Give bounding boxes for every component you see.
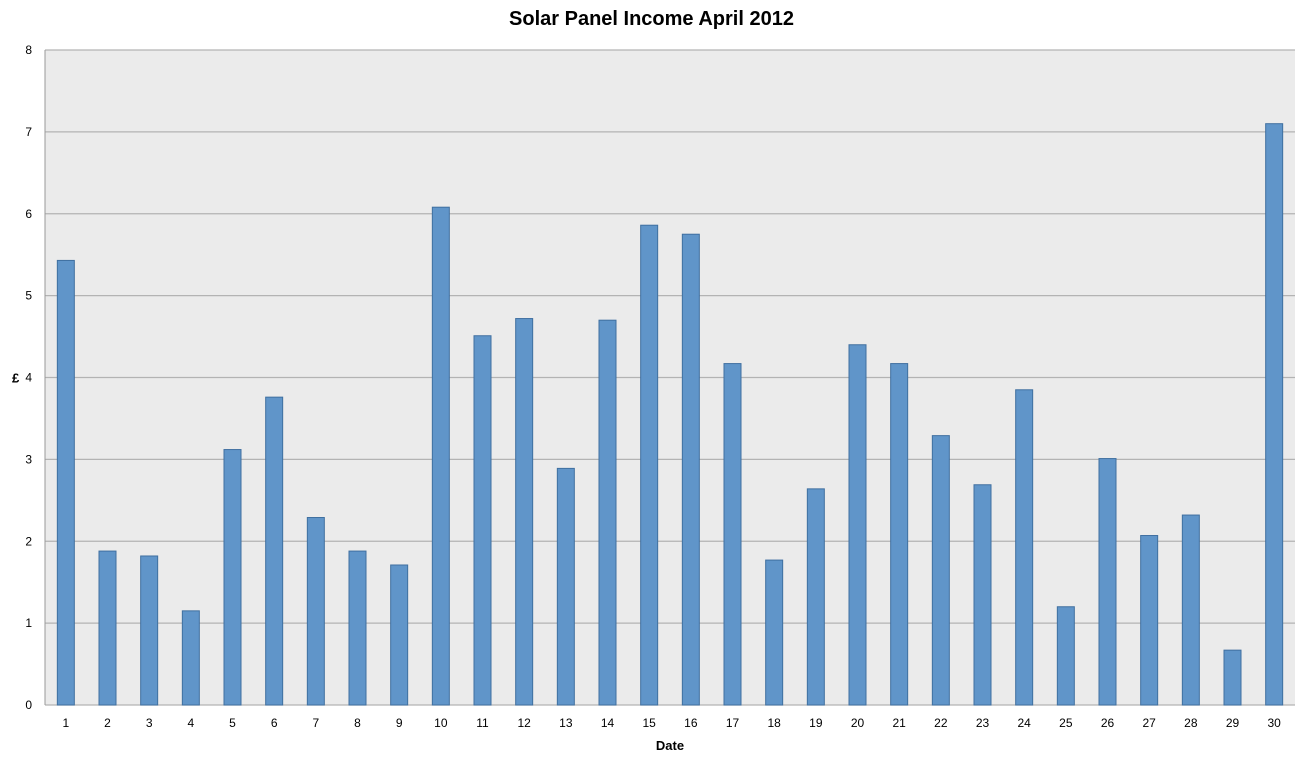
x-tick-label: 13 (559, 716, 573, 730)
bar-4 (181, 610, 200, 706)
y-tick-label: 1 (25, 616, 32, 630)
y-tick-label: 6 (25, 207, 32, 221)
y-tick-label: 0 (25, 698, 32, 712)
bar-22 (931, 435, 950, 706)
x-tick-label: 21 (892, 716, 906, 730)
y-tick-label: 3 (25, 452, 32, 466)
chart-title: Solar Panel Income April 2012 (509, 8, 794, 30)
x-tick-label: 29 (1226, 716, 1240, 730)
bar-8 (348, 550, 367, 706)
bar-24 (1015, 389, 1034, 706)
x-tick-label: 23 (976, 716, 990, 730)
bar-11 (473, 335, 492, 706)
bar-1 (56, 259, 75, 706)
x-tick-label: 15 (642, 716, 656, 730)
y-tick-label: 5 (25, 289, 32, 303)
y-tick-label: 2 (25, 534, 32, 548)
bar-10 (431, 206, 450, 706)
y-axis-label: £ (12, 371, 20, 386)
x-tick-label: 5 (229, 716, 236, 730)
x-tick-label: 28 (1184, 716, 1198, 730)
y-tick-label: 4 (25, 371, 32, 385)
x-tick-label: 25 (1059, 716, 1073, 730)
y-tick-label: 8 (25, 43, 32, 57)
bar-3 (140, 555, 159, 706)
bar-6 (265, 396, 284, 706)
y-tick-labels: 0 1 2 3 4 5 6 7 8 (25, 43, 32, 712)
bar-18 (765, 559, 784, 706)
x-tick-label: 30 (1267, 716, 1281, 730)
x-tick-label: 16 (684, 716, 698, 730)
bar-29 (1223, 649, 1242, 706)
x-tick-label: 24 (1017, 716, 1031, 730)
x-tick-label: 2 (104, 716, 111, 730)
x-tick-labels: 1 2 3 4 5 6 7 8 9 10 11 12 13 14 15 16 17 18 19 20 21 22 23 24 2… (62, 716, 1281, 730)
x-axis-label: Date (656, 738, 684, 753)
x-tick-label: 17 (726, 716, 740, 730)
bar-9 (390, 564, 409, 706)
bar-15 (640, 224, 659, 706)
bar-30 (1265, 123, 1284, 706)
bar-7 (306, 517, 325, 706)
bar-28 (1181, 514, 1200, 706)
x-tick-label: 10 (434, 716, 448, 730)
x-tick-label: 27 (1142, 716, 1156, 730)
bar-19 (806, 488, 825, 706)
grid-lines (44, 49, 1295, 706)
bar-5 (223, 449, 242, 706)
bar-27 (1140, 535, 1159, 706)
x-tick-label: 20 (851, 716, 865, 730)
x-tick-label: 14 (601, 716, 615, 730)
x-tick-label: 26 (1101, 716, 1115, 730)
x-tick-label: 8 (354, 716, 361, 730)
x-tick-label: 11 (476, 716, 489, 730)
bar-2 (98, 550, 117, 706)
bar-13 (556, 467, 575, 706)
y-tick-label: 7 (25, 125, 32, 139)
bars (56, 123, 1284, 706)
x-tick-label: 6 (271, 716, 278, 730)
x-tick-label: 1 (62, 716, 69, 730)
x-tick-label: 12 (517, 716, 531, 730)
bar-16 (681, 233, 700, 706)
x-tick-label: 19 (809, 716, 823, 730)
bar-14 (598, 319, 617, 706)
bar-21 (890, 363, 909, 706)
x-tick-label: 7 (312, 716, 319, 730)
x-tick-label: 22 (934, 716, 948, 730)
x-tick-label: 3 (146, 716, 153, 730)
bar-25 (1056, 606, 1075, 706)
x-tick-label: 4 (187, 716, 194, 730)
bar-26 (1098, 458, 1117, 706)
bar-12 (515, 318, 534, 706)
x-tick-label: 9 (396, 716, 403, 730)
bar-17 (723, 363, 742, 706)
bar-20 (848, 344, 867, 706)
x-tick-label: 18 (767, 716, 781, 730)
bar-23 (973, 484, 992, 706)
